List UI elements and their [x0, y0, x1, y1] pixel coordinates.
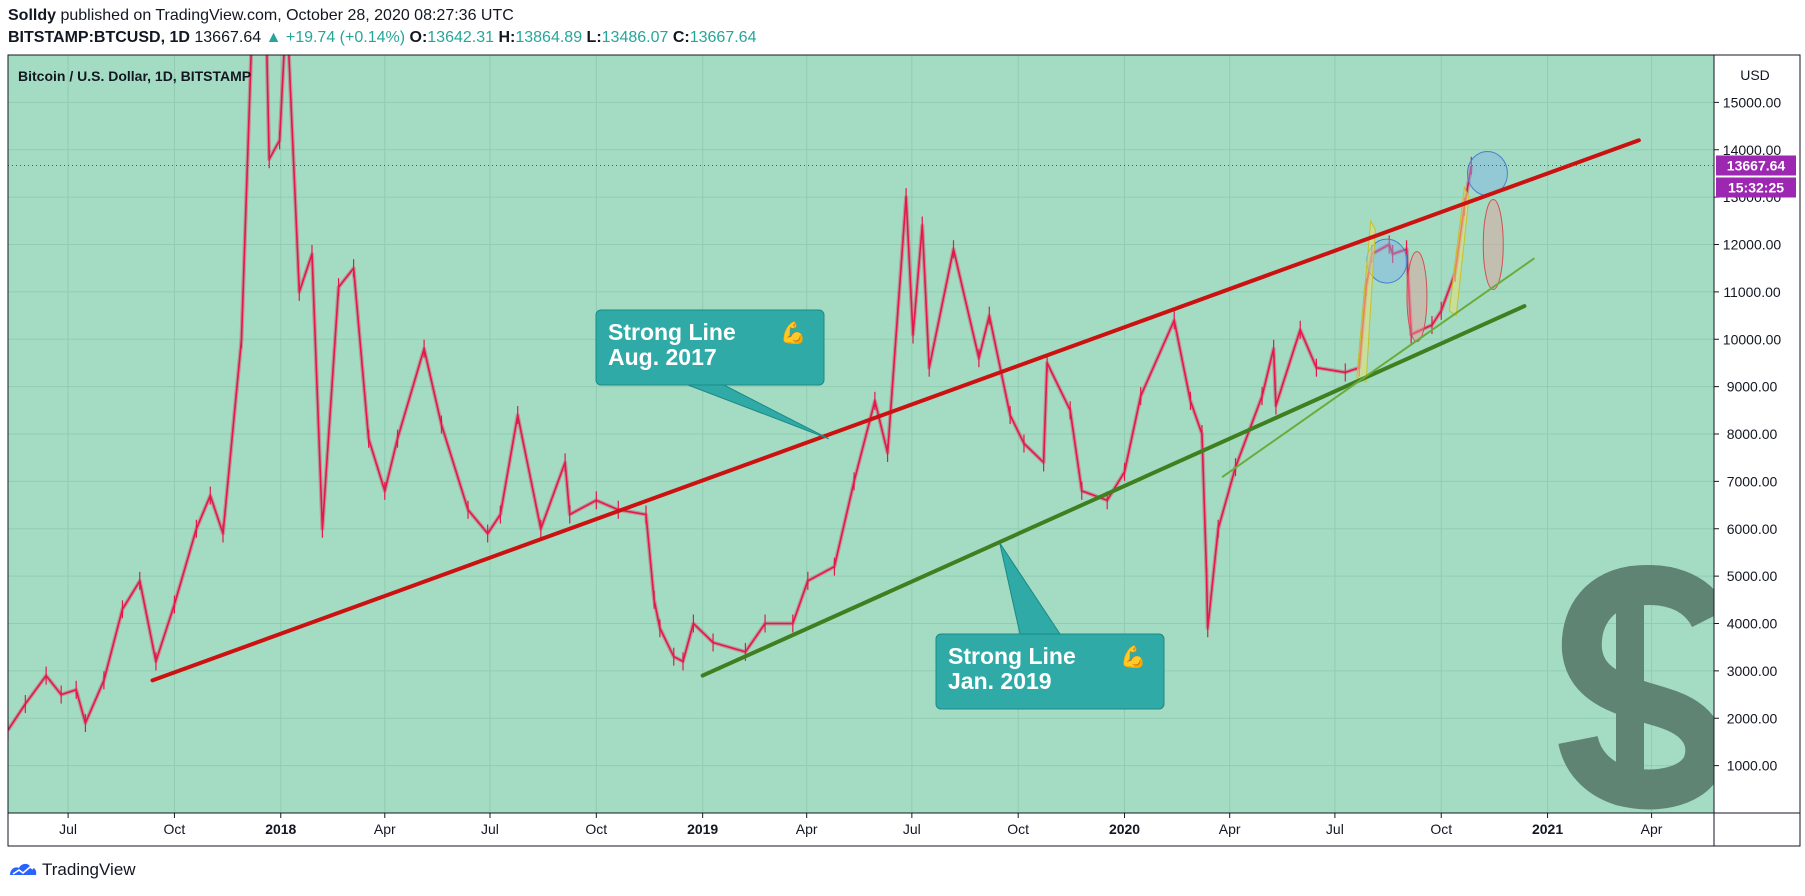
x-tick-label: 2021	[1532, 821, 1563, 837]
highlight-shapes	[1356, 150, 1508, 383]
highlight-ellipse	[1482, 199, 1504, 290]
trendline-3[interactable]	[1221, 257, 1535, 478]
high-label: H:	[498, 29, 516, 46]
y-tick-label: 5000.00	[1727, 568, 1778, 584]
open-label: O:	[409, 29, 428, 46]
chart-title: Bitcoin / U.S. Dollar, 1D, BITSTAMP	[18, 68, 251, 84]
close-value: 13667.64	[689, 29, 757, 46]
callout-line2: Aug. 2017	[608, 344, 717, 370]
y-tick-label: 8000.00	[1727, 426, 1778, 442]
y-tick-label: 7000.00	[1727, 473, 1778, 489]
publish-info: Solldy published on TradingView.com, Oct…	[8, 7, 514, 25]
author-name[interactable]: Solldy	[8, 7, 57, 24]
y-tick-label: 6000.00	[1727, 521, 1778, 537]
x-tick-label: Jul	[59, 821, 77, 837]
low-label: L:	[586, 29, 602, 46]
y-tick-label: 10000.00	[1723, 331, 1782, 347]
callout-line2: Jan. 2019	[948, 668, 1052, 694]
flexed-biceps-icon: 💪	[780, 320, 806, 345]
x-tick-label: Jul	[903, 821, 921, 837]
publish-text: published on TradingView.com, October 28…	[60, 7, 514, 24]
high-value: 13864.89	[515, 29, 583, 46]
callout-box[interactable]	[935, 633, 1165, 710]
x-tick-label: Oct	[585, 821, 607, 837]
chart-border	[7, 54, 1801, 847]
callout-2[interactable]: Strong Line 💪 Jan. 2019	[935, 542, 1165, 710]
x-tick-label: Apr	[796, 821, 818, 837]
y-tick-label: 9000.00	[1727, 379, 1778, 395]
y-tick-label: 4000.00	[1727, 616, 1778, 632]
close-label: C:	[672, 29, 690, 46]
x-tick-label: 2018	[265, 821, 296, 837]
current-price-tag: 13667.64 15:32:25	[1716, 155, 1796, 198]
y-tick-label: 14000.00	[1723, 142, 1782, 158]
callout-1[interactable]: Strong Line 💪 Aug. 2017	[595, 309, 829, 440]
highlight-ellipse	[1406, 251, 1428, 343]
x-tick-label: Oct	[1430, 821, 1452, 837]
time-axis[interactable]: Jul Oct 2018 Apr Jul Oct 2019 Apr Jul Oct 2020 Apr J…	[8, 813, 1800, 846]
open-value: 13642.31	[427, 29, 495, 46]
price-axis[interactable]: 1000.00 2000.00 3000.00 4000.00 5000.00 6000.…	[1714, 55, 1800, 813]
y-tick-label: 1000.00	[1727, 758, 1778, 774]
x-tick-label: Oct	[164, 821, 186, 837]
callout-line1: Strong Line	[948, 643, 1076, 669]
countdown-timer: 15:32:25	[1728, 179, 1784, 195]
x-tick-label: Jul	[481, 821, 499, 837]
last-price: 13667.64	[194, 29, 262, 46]
flexed-biceps-icon: 💪	[1120, 644, 1146, 669]
dollar-sign-icon	[1558, 565, 1728, 810]
y-tick-label: 3000.00	[1727, 663, 1778, 679]
x-tick-label: Apr	[374, 821, 396, 837]
trendline-1[interactable]	[150, 138, 1641, 683]
x-tick-label: Apr	[1219, 821, 1241, 837]
currency-label: USD	[1740, 67, 1770, 83]
x-tick-label: Apr	[1641, 821, 1663, 837]
callout-box[interactable]	[595, 309, 825, 386]
x-tick-label: Oct	[1007, 821, 1029, 837]
y-tick-label: 15000.00	[1723, 94, 1782, 110]
footer-brand[interactable]: TradingView	[42, 860, 136, 879]
x-tick-label: Jul	[1326, 821, 1344, 837]
y-tick-label: 11000.00	[1723, 284, 1781, 300]
y-tick-label: 12000.00	[1723, 237, 1782, 253]
tradingview-logo-icon[interactable]	[8, 861, 38, 879]
price-change: ▲ +19.74 (+0.14%)	[265, 29, 406, 46]
ohlc-header: BITSTAMP:BTCUSD, 1D 13667.64 ▲ +19.74 (+…	[8, 29, 756, 47]
current-price-value: 13667.64	[1727, 157, 1786, 173]
symbol-label[interactable]: BITSTAMP:BTCUSD, 1D	[8, 29, 190, 46]
y-tick-label: 2000.00	[1727, 710, 1778, 726]
trendlines[interactable]	[150, 138, 1641, 683]
callout-line1: Strong Line	[608, 319, 736, 345]
footer: TradingView	[8, 860, 136, 880]
low-value: 13486.07	[601, 29, 669, 46]
x-tick-label: 2019	[687, 821, 718, 837]
trendline-2[interactable]	[700, 304, 1527, 678]
x-tick-label: 2020	[1109, 821, 1140, 837]
